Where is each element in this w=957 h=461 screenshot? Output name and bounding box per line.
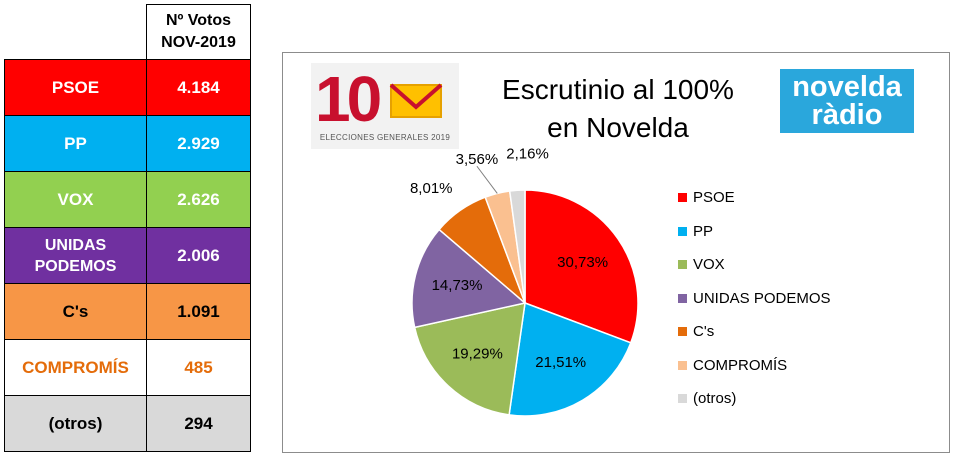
- votes-cell: 485: [146, 339, 251, 396]
- envelope-icon: [389, 83, 443, 118]
- legend-swatch: [678, 260, 687, 269]
- chart-title-line-1: Escrutinio al 100%: [502, 74, 734, 105]
- pie-slice-7: [508, 189, 526, 304]
- radio-logo-line-2: ràdio: [811, 99, 883, 131]
- pie-slice-1: [524, 189, 639, 344]
- party-name-cell: PSOE: [4, 59, 147, 116]
- table-row: VOX 2.626: [4, 171, 251, 228]
- data-label: 30,73%: [557, 254, 608, 271]
- pie-slice-3: [413, 302, 526, 416]
- elections-logo: 10 ELECCIONES GENERALES 2019: [311, 63, 459, 149]
- radio-logo-line-1: novelda: [792, 71, 902, 103]
- data-label: 19,29%: [452, 345, 503, 362]
- table-row: COMPROMÍS 485: [4, 339, 251, 396]
- votes-cell: 294: [146, 395, 251, 452]
- legend-item: UNIDAS PODEMOS: [678, 289, 831, 309]
- legend-swatch: [678, 360, 687, 370]
- data-label: 21,51%: [535, 354, 586, 371]
- party-name-cell: UNIDAS PODEMOS: [4, 227, 147, 284]
- chart-panel: 30,73% 21,51% 19,29% 14,73% 8,01% 3,56% 2,16% …: [282, 52, 950, 453]
- data-label: 8,01%: [410, 180, 453, 197]
- header-line-2: NOV-2019: [161, 34, 236, 51]
- legend-item: (otros): [678, 389, 736, 409]
- table-row: (otros) 294: [4, 395, 251, 452]
- legend-item: C's: [678, 322, 714, 342]
- data-label: 14,73%: [432, 277, 483, 294]
- novelda-radio-logo: novelda ràdio: [780, 69, 914, 133]
- party-name-cell: COMPROMÍS: [4, 339, 147, 396]
- votes-column-header: Nº Votos NOV-2019: [146, 4, 251, 60]
- legend-label: C's: [693, 323, 715, 340]
- header-line-1: Nº Votos: [165, 12, 232, 29]
- party-name-cell: PP: [4, 115, 147, 172]
- legend-item: COMPROMÍS: [678, 356, 787, 376]
- legend-swatch: [678, 193, 687, 202]
- elections-number: 10: [315, 63, 382, 135]
- legend-label: PSOE: [693, 189, 735, 206]
- table-row: PP 2.929: [4, 115, 251, 172]
- legend-label: (otros): [693, 390, 737, 407]
- data-label: 2,16%: [506, 145, 549, 162]
- table-row: PSOE 4.184: [4, 59, 251, 116]
- table-corner: [4, 4, 147, 60]
- chart-title: Escrutinio al 100% en Novelda: [473, 71, 763, 147]
- table-row: UNIDAS PODEMOS 2.006: [4, 227, 251, 284]
- legend-swatch: [678, 394, 687, 403]
- votes-cell: 1.091: [146, 283, 251, 340]
- chart-title-line-2: en Novelda: [547, 112, 689, 143]
- legend-swatch: [678, 226, 687, 236]
- legend-item: VOX: [678, 255, 725, 275]
- votes-cell: 4.184: [146, 59, 251, 116]
- pie-slice-4: [411, 228, 527, 329]
- party-name-cell: VOX: [4, 171, 147, 228]
- legend-swatch: [678, 293, 687, 303]
- pie-chart: 30,73% 21,51% 19,29% 14,73% 8,01%3,56% 2,16%: [410, 145, 639, 417]
- party-name-cell: C's: [4, 283, 147, 340]
- votes-cell: 2.929: [146, 115, 251, 172]
- legend-label: VOX: [693, 256, 725, 273]
- data-label: 3,56%: [456, 151, 499, 168]
- pie-slice-2: [508, 301, 632, 417]
- party-name-cell: (otros): [4, 395, 147, 452]
- legend-label: UNIDAS PODEMOS: [693, 289, 831, 307]
- votes-cell: 2.626: [146, 171, 251, 228]
- table-row: C's 1.091: [4, 283, 251, 340]
- votes-cell: 2.006: [146, 227, 251, 284]
- legend-label: COMPROMÍS: [693, 356, 788, 374]
- legend-item: PSOE: [678, 188, 735, 208]
- legend-item: PP: [678, 222, 713, 242]
- data-label-leader-line: [476, 165, 498, 194]
- legend-label: PP: [693, 222, 714, 240]
- votes-table: Nº Votos NOV-2019 PSOE 4.184 PP 2.929 VOX 2.6…: [4, 4, 251, 452]
- elections-caption: ELECCIONES GENERALES 2019: [319, 133, 451, 142]
- legend-swatch: [678, 327, 687, 336]
